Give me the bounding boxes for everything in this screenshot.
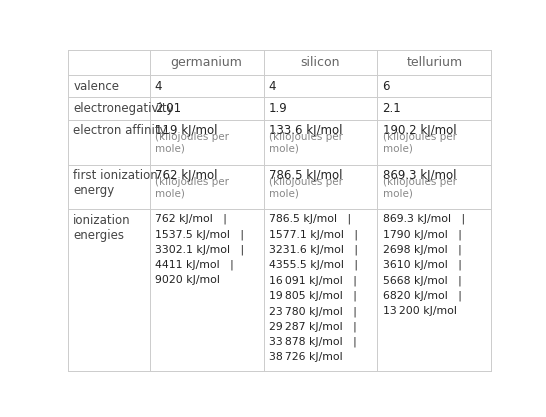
Text: 13 200 kJ/mol: 13 200 kJ/mol <box>383 306 456 316</box>
Text: (kilojoules per
mole): (kilojoules per mole) <box>269 132 342 154</box>
Text: 4355.5 kJ/mol   |: 4355.5 kJ/mol | <box>269 260 358 270</box>
Text: (kilojoules per
mole): (kilojoules per mole) <box>383 132 456 154</box>
Text: 190.2 kJ/mol: 190.2 kJ/mol <box>383 124 456 138</box>
Text: 869.3 kJ/mol: 869.3 kJ/mol <box>383 169 456 182</box>
Text: 5668 kJ/mol   |: 5668 kJ/mol | <box>383 275 461 286</box>
Text: 786.5 kJ/mol: 786.5 kJ/mol <box>269 169 342 182</box>
Text: 133.6 kJ/mol: 133.6 kJ/mol <box>269 124 342 138</box>
Text: 119 kJ/mol: 119 kJ/mol <box>155 124 217 138</box>
Text: first ionization
energy: first ionization energy <box>73 169 158 197</box>
Text: germanium: germanium <box>171 56 242 69</box>
Text: 869.3 kJ/mol   |: 869.3 kJ/mol | <box>383 214 465 224</box>
Text: 19 805 kJ/mol   |: 19 805 kJ/mol | <box>269 291 357 301</box>
Text: 33 878 kJ/mol   |: 33 878 kJ/mol | <box>269 337 357 347</box>
Text: 1537.5 kJ/mol   |: 1537.5 kJ/mol | <box>155 229 244 239</box>
Text: 6820 kJ/mol   |: 6820 kJ/mol | <box>383 291 461 301</box>
Text: 2.1: 2.1 <box>383 103 401 116</box>
Text: 3302.1 kJ/mol   |: 3302.1 kJ/mol | <box>155 244 244 255</box>
Text: 762 kJ/mol   |: 762 kJ/mol | <box>155 214 227 224</box>
Text: (kilojoules per
mole): (kilojoules per mole) <box>155 177 229 198</box>
Text: valence: valence <box>73 80 120 93</box>
Text: 2.01: 2.01 <box>155 103 181 116</box>
Text: silicon: silicon <box>301 56 340 69</box>
Text: (kilojoules per
mole): (kilojoules per mole) <box>155 132 229 154</box>
Text: electron affinity: electron affinity <box>73 124 167 138</box>
Text: 9020 kJ/mol: 9020 kJ/mol <box>155 275 219 285</box>
Text: 29 287 kJ/mol   |: 29 287 kJ/mol | <box>269 322 357 332</box>
Text: 38 726 kJ/mol: 38 726 kJ/mol <box>269 352 342 362</box>
Text: 3231.6 kJ/mol   |: 3231.6 kJ/mol | <box>269 244 358 255</box>
Text: 1790 kJ/mol   |: 1790 kJ/mol | <box>383 229 461 239</box>
Text: (kilojoules per
mole): (kilojoules per mole) <box>269 177 342 198</box>
Text: 6: 6 <box>383 80 390 93</box>
Text: 23 780 kJ/mol   |: 23 780 kJ/mol | <box>269 306 357 317</box>
Text: ionization
energies: ionization energies <box>73 214 131 241</box>
Text: 4411 kJ/mol   |: 4411 kJ/mol | <box>155 260 234 270</box>
Text: 1.9: 1.9 <box>269 103 287 116</box>
Text: 762 kJ/mol: 762 kJ/mol <box>155 169 217 182</box>
Text: 3610 kJ/mol   |: 3610 kJ/mol | <box>383 260 461 270</box>
Text: 2698 kJ/mol   |: 2698 kJ/mol | <box>383 244 461 255</box>
Text: (kilojoules per
mole): (kilojoules per mole) <box>383 177 456 198</box>
Text: electronegativity: electronegativity <box>73 103 174 116</box>
Text: tellurium: tellurium <box>406 56 462 69</box>
Text: 1577.1 kJ/mol   |: 1577.1 kJ/mol | <box>269 229 358 239</box>
Text: 4: 4 <box>155 80 162 93</box>
Text: 16 091 kJ/mol   |: 16 091 kJ/mol | <box>269 275 357 286</box>
Text: 786.5 kJ/mol   |: 786.5 kJ/mol | <box>269 214 351 224</box>
Text: 4: 4 <box>269 80 276 93</box>
